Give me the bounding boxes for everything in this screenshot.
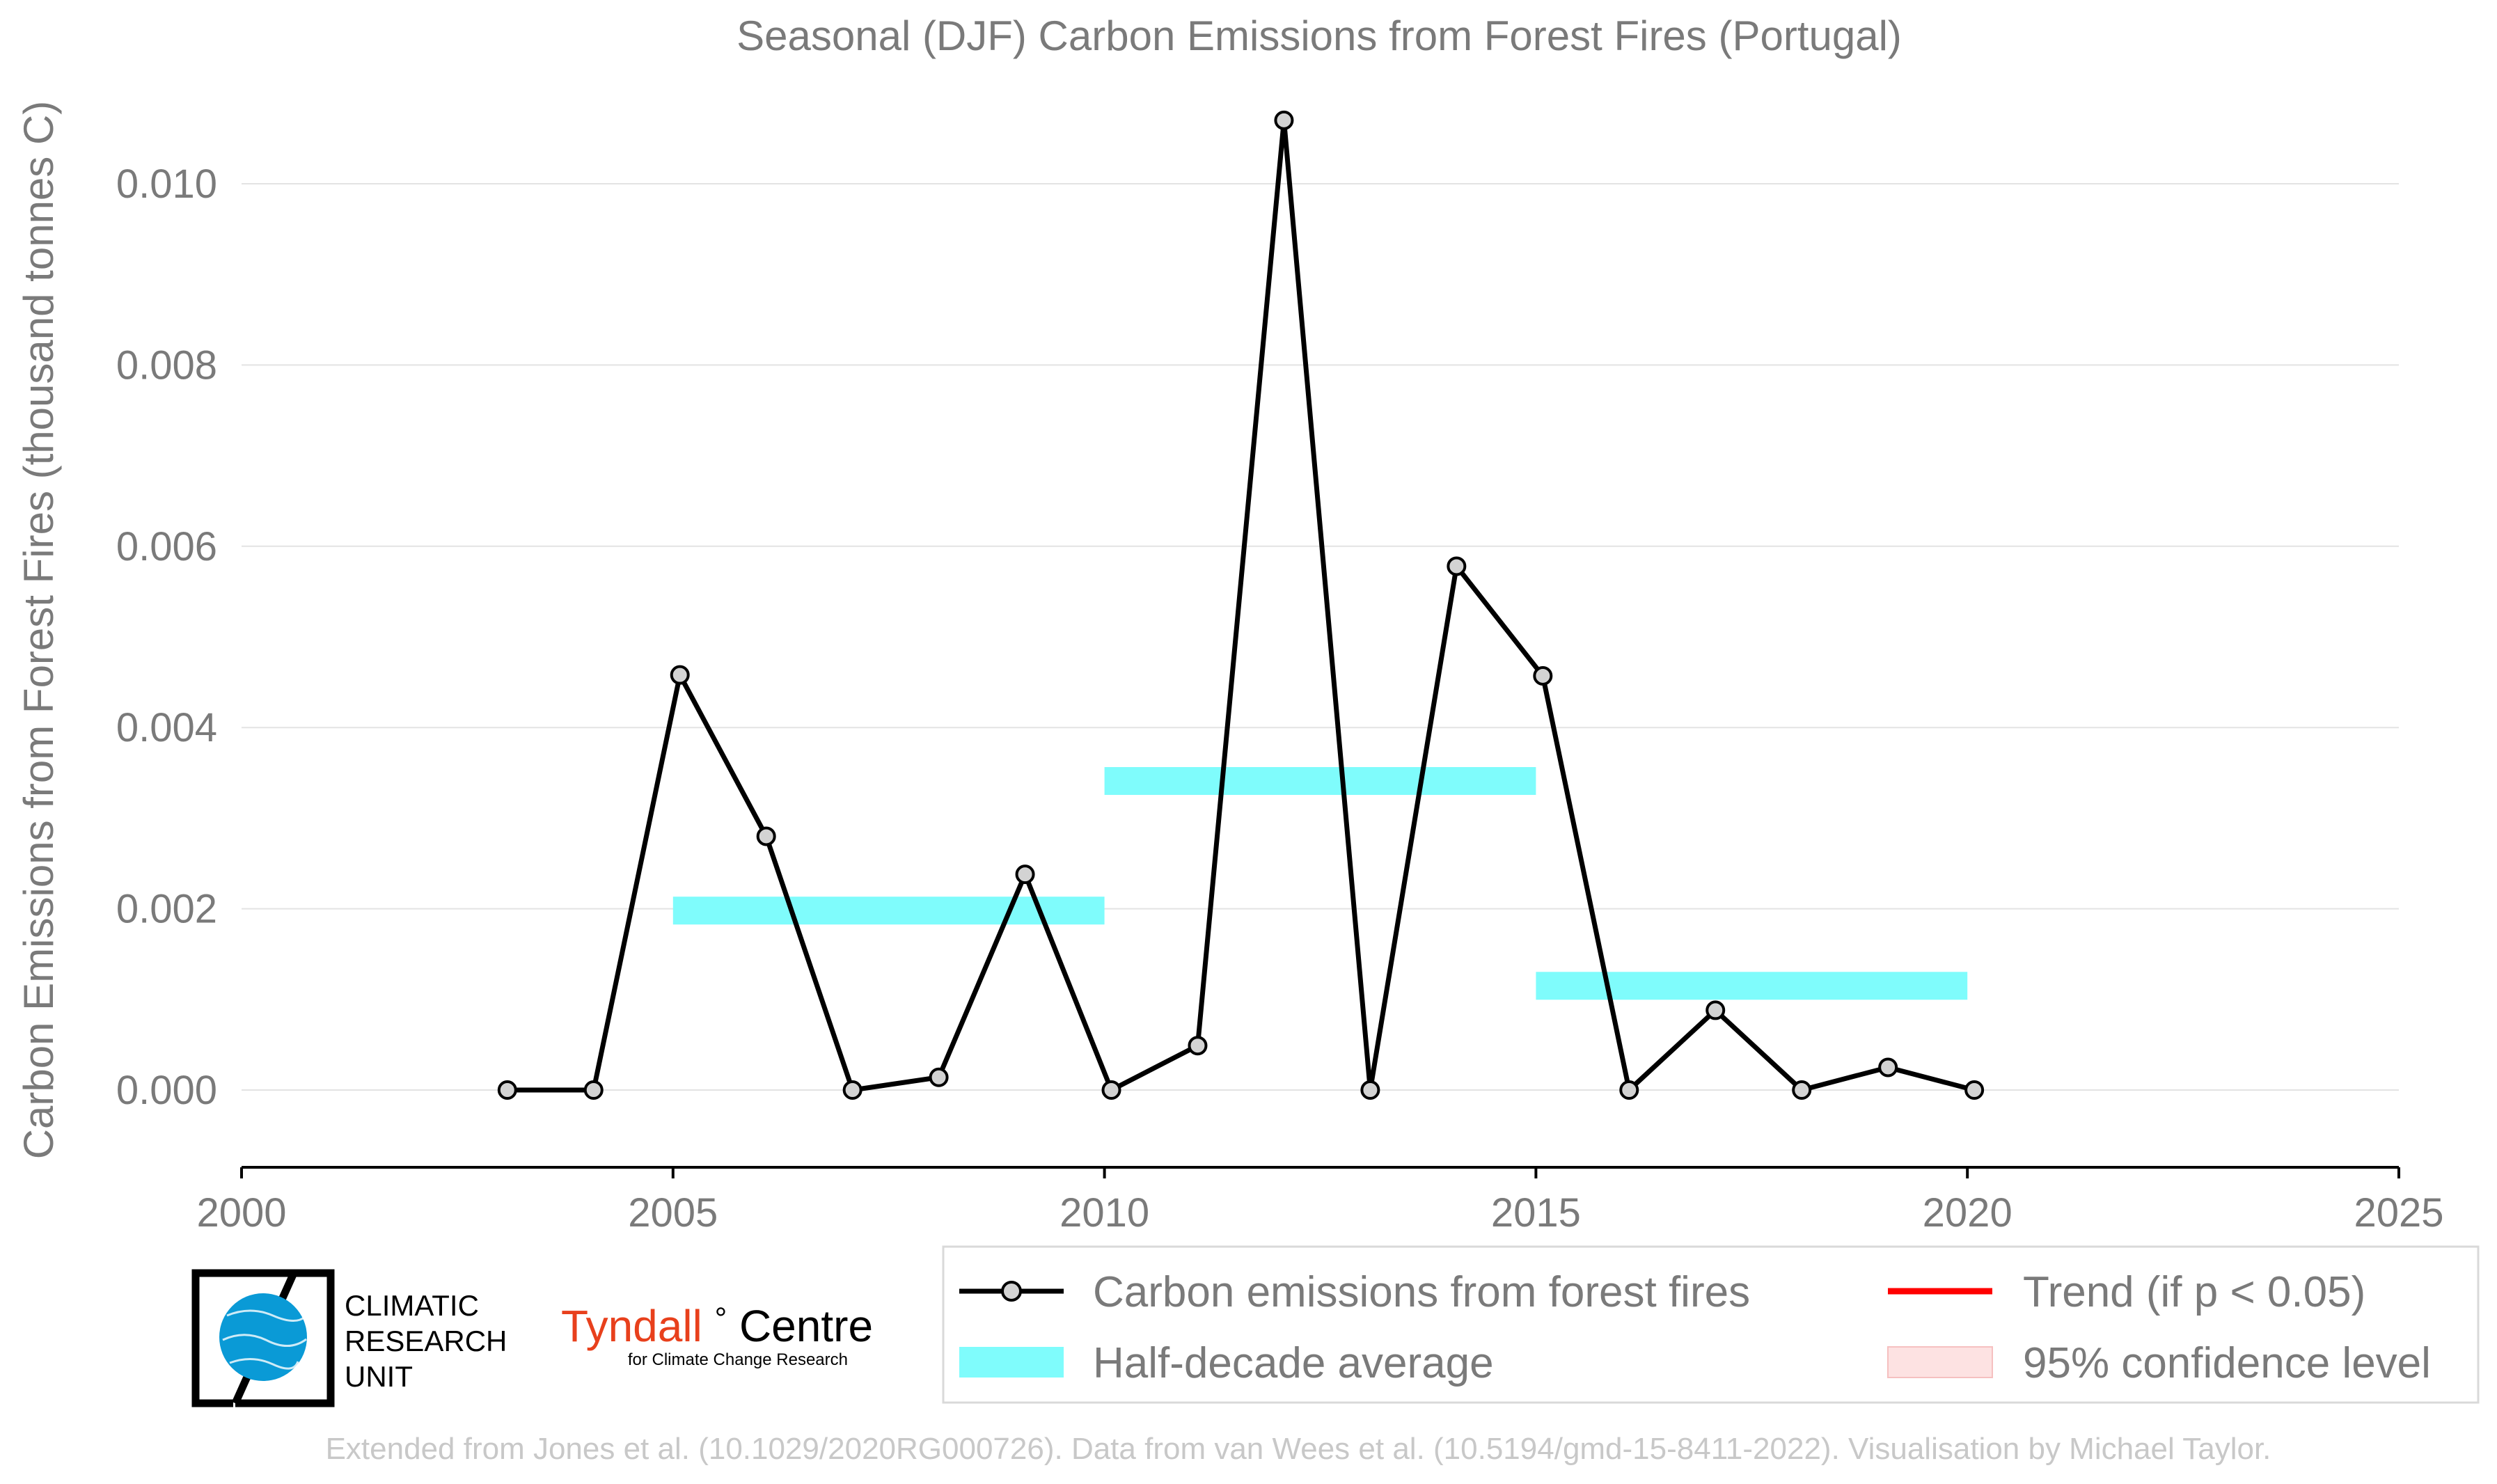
series-line — [507, 118, 1976, 1093]
legend-box — [942, 1245, 2480, 1404]
credit-line: Extended from Jones et al. (10.1029/2020… — [326, 1432, 2271, 1466]
legend-label-trend: Trend (if p < 0.05) — [2023, 1268, 2365, 1316]
legend: Carbon emissions from forest fires Trend… — [942, 1245, 2480, 1404]
data-point — [1188, 1036, 1208, 1056]
data-point — [756, 826, 776, 846]
data-point — [1015, 865, 1035, 885]
y-tick-label: 0.000 — [116, 1068, 217, 1113]
data-point — [1533, 665, 1553, 686]
half-decade-average-bars — [672, 767, 1968, 1000]
x-tick-label: 2015 — [1491, 1190, 1581, 1236]
legend-label-confidence: 95% confidence level — [2023, 1339, 2431, 1387]
x-tick-label: 2010 — [1060, 1190, 1149, 1236]
legend-confidence-icon — [1887, 1346, 1993, 1378]
data-point — [1878, 1057, 1898, 1078]
data-point — [1447, 556, 1467, 576]
x-tick-label: 2025 — [2354, 1190, 2443, 1236]
half-decade-average-bar — [672, 897, 1105, 925]
series-layer — [497, 110, 1985, 1100]
data-point — [1706, 1000, 1726, 1020]
tyndall-wordmark: Tyndall ° Centre — [561, 1288, 873, 1351]
tyndall-degree: ° — [715, 1302, 727, 1336]
y-tick-label: 0.006 — [116, 524, 217, 569]
cru-line-2: RESEARCH — [345, 1325, 507, 1357]
legend-marker-icon — [1001, 1281, 1022, 1302]
data-point — [497, 1080, 517, 1100]
y-tick-label: 0.002 — [116, 887, 217, 932]
data-point — [670, 665, 690, 685]
data-point — [929, 1067, 949, 1087]
data-point — [1792, 1080, 1812, 1100]
cru-line-1: CLIMATIC — [345, 1289, 479, 1322]
tyndall-subtitle: for Climate Change Research — [628, 1350, 848, 1369]
tyndall-logo: Tyndall ° Centre for Climate Change Rese… — [561, 1288, 873, 1369]
tyndall-centre: Centre — [739, 1301, 873, 1351]
y-tick-label: 0.004 — [116, 705, 217, 750]
cru-line-3: UNIT — [345, 1360, 413, 1393]
half-decade-average-bar — [1536, 972, 1968, 1000]
cru-logo: CLIMATIC RESEARCH UNIT — [191, 1269, 507, 1407]
legend-average-icon — [959, 1347, 1064, 1378]
data-point — [1101, 1080, 1121, 1100]
axes: 0.000 0.002 0.004 0.006 0.008 0.010 2000 2005 20… — [116, 161, 2444, 1236]
y-axis-title: Carbon Emissions from Forest Fires (thou… — [15, 101, 62, 1160]
x-tick-label: 2005 — [628, 1190, 718, 1236]
half-decade-average-bar — [1104, 767, 1536, 796]
data-point — [583, 1080, 604, 1100]
x-tick-label: 2020 — [1923, 1190, 2012, 1236]
tyndall-name: Tyndall — [561, 1301, 702, 1351]
globe-contour-icon — [222, 1309, 307, 1370]
legend-label-average: Half-decade average — [1093, 1339, 1494, 1387]
data-point — [1274, 110, 1294, 130]
chart-title: Seasonal (DJF) Carbon Emissions from For… — [737, 13, 1902, 59]
legend-label-series: Carbon emissions from forest fires — [1093, 1268, 1750, 1316]
x-tick-label: 2000 — [196, 1190, 286, 1236]
y-tick-label: 0.008 — [116, 342, 217, 388]
data-point — [1619, 1080, 1639, 1100]
data-point — [1964, 1080, 1985, 1100]
y-tick-label: 0.010 — [116, 161, 217, 207]
data-point — [1360, 1080, 1380, 1100]
data-point — [842, 1080, 862, 1100]
